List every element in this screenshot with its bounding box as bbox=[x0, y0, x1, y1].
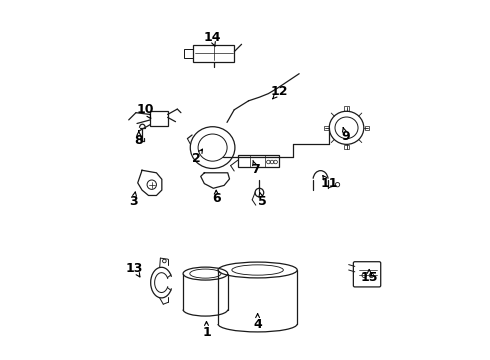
Bar bbox=[184, 49, 193, 58]
Text: 10: 10 bbox=[136, 103, 154, 116]
Text: 3: 3 bbox=[129, 195, 138, 208]
Text: 6: 6 bbox=[212, 192, 220, 204]
Text: 13: 13 bbox=[125, 262, 143, 275]
Text: 15: 15 bbox=[361, 271, 378, 284]
Bar bbox=[344, 145, 349, 149]
Bar bbox=[344, 106, 349, 111]
Text: 14: 14 bbox=[203, 31, 220, 44]
Text: 9: 9 bbox=[342, 130, 350, 143]
Text: 1: 1 bbox=[202, 326, 211, 339]
Bar bbox=[238, 155, 279, 167]
Text: 5: 5 bbox=[258, 195, 267, 208]
Bar bbox=[324, 126, 328, 130]
Bar bbox=[150, 111, 168, 126]
Text: 8: 8 bbox=[134, 134, 143, 147]
Text: 7: 7 bbox=[251, 163, 260, 176]
Text: 11: 11 bbox=[320, 177, 338, 190]
Bar bbox=[365, 126, 369, 130]
Text: 4: 4 bbox=[253, 318, 262, 330]
Text: 2: 2 bbox=[192, 152, 201, 165]
Bar bbox=[193, 45, 234, 62]
Text: 12: 12 bbox=[270, 85, 288, 98]
